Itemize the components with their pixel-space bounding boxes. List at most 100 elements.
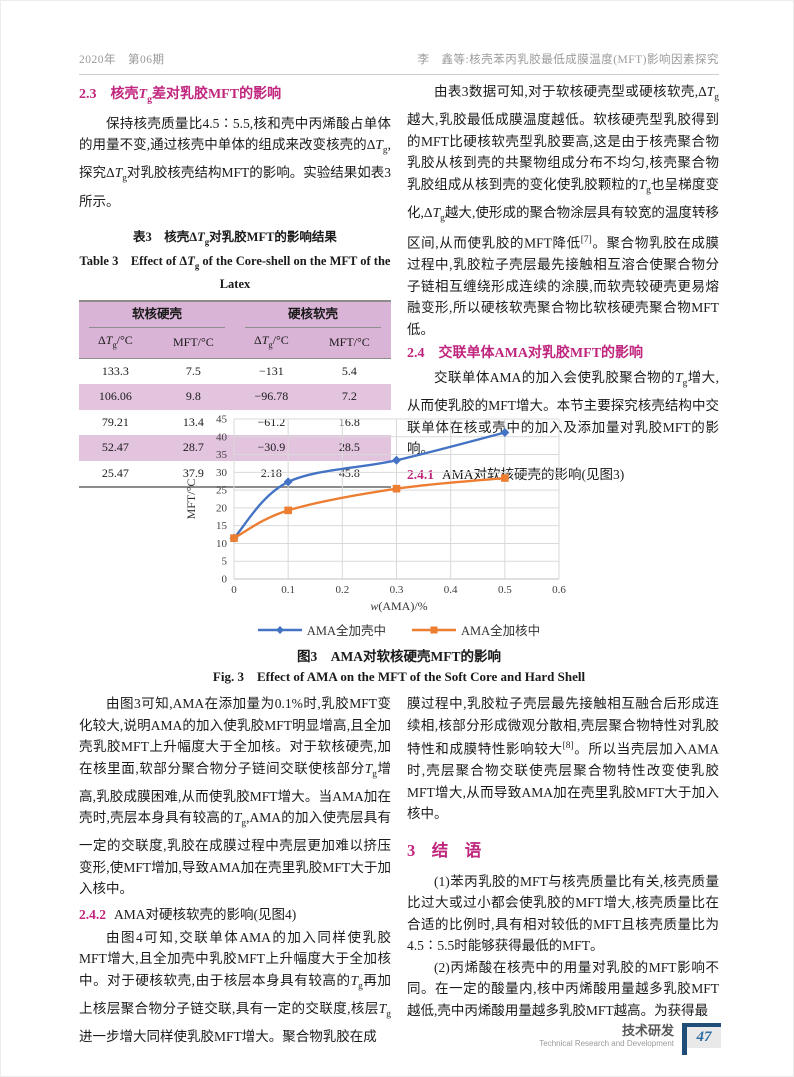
table-row: 106.06 9.8 −96.78 7.2 [79, 384, 391, 410]
y-axis-label: MFT/°C [184, 479, 198, 520]
table-cell: 7.5 [185, 363, 201, 378]
y-tick-label: 40 [216, 431, 228, 443]
table-cell: 79.21 [101, 414, 129, 429]
paragraph: (1)苯丙乳胶的MFT与核壳质量比有关,核壳质量比过大或过小都会使乳胶的MFT增… [407, 873, 719, 954]
page-footer: 技术研发 Technical Research and Development … [539, 1023, 721, 1055]
x-tick-label: 0 [231, 584, 237, 596]
section-text: AMA对软核硬壳的影响(见图3) [442, 466, 625, 482]
table-group-header-row: 软核硬壳 硬核软壳 [79, 300, 391, 328]
table-cell: 52.47 [79, 435, 152, 461]
data-point-square [230, 534, 238, 542]
figure-caption-zh: 图3 AMA对软核硬壳MFT的影响 [297, 649, 501, 664]
section-heading-2-4-1: 2.4.1 AMA对软核硬壳的影响(见图3) [407, 464, 719, 485]
group-header-soft-core: 软核硬壳 [79, 300, 235, 328]
flag-bar [682, 1023, 687, 1055]
tg-mft-table: 软核硬壳 硬核软壳 ΔTg/°C MFT/°C ΔTg/°C MFT/°C 13… [79, 300, 391, 489]
table-cell: −96.78 [234, 384, 308, 410]
data-point-square [284, 506, 292, 515]
legend-label: AMA全加壳中 [306, 624, 386, 638]
y-tick-label: 0 [222, 574, 228, 586]
series-line [233, 431, 506, 539]
header-running-title: 李 鑫等:核壳苯丙乳胶最低成膜温度(MFT)影响因素探究 [417, 54, 719, 66]
section-heading-2-3: 2.3 核壳Tg差对乳胶MFT的影响 [79, 87, 282, 105]
chart-x-axis-label: w(AMA)/% [370, 599, 428, 613]
table-column-header-row: ΔTg/°C MFT/°C ΔTg/°C MFT/°C [79, 327, 391, 359]
paragraph: 保持核壳质量比4.5∶5.5,核和壳中丙烯酸占单体的用量不变,通过核壳中单体的组… [79, 115, 391, 209]
figure-caption-en: Fig. 3 Effect of AMA on the MFT of the S… [212, 669, 586, 684]
data-point-diamond [392, 455, 401, 465]
x-tick-label: 0.4 [444, 584, 458, 596]
paragraph: (2)丙烯酸在核壳中的用量对乳胶的MFT影响不同。在一定的酸量内,核中丙烯酸用量… [407, 959, 719, 1018]
footer-label-zh: 技术研发 [621, 1023, 674, 1038]
x-tick-label: 0.3 [390, 584, 404, 596]
table-cell: 106.06 [79, 384, 152, 410]
y-tick-label: 5 [222, 556, 228, 568]
section-heading-2-4-2: 2.4.2 AMA对硬核软壳的影响(见图4) [79, 904, 391, 925]
figure-3: 0 5 10 15 20 25 30 35 40 45 0 0.1 0.2 0.3 0.4 0.5 0.6 MFT… [79, 411, 719, 685]
table-cell: 28.7 [151, 435, 235, 461]
data-point-diamond [500, 428, 510, 438]
page-number: 47 [687, 1023, 721, 1048]
footer-section-label: 技术研发 Technical Research and Development [539, 1023, 674, 1049]
table-cell: 9.8 [151, 384, 235, 410]
x-tick-label: 0.2 [335, 584, 349, 596]
table-cell: −30.9 [234, 435, 308, 461]
data-point-square [392, 484, 401, 493]
column-bottom-left: 由图3可知,AMA在添加量为0.1%时,乳胶MFT变化较大,说明AMA的加入使乳… [79, 693, 391, 1048]
chart-legend: AMA全加壳中 AMA全加核中 [79, 620, 719, 639]
paragraph: 由表3数据可知,对于软核硬壳型或硬核软壳,ΔTg越大,乳胶最低成膜温度越低。软核… [407, 84, 720, 337]
legend-marker-icon [412, 626, 456, 633]
paragraph: 由图4可知,交联单体AMA的加入同样使乳胶MFT增大,且全加壳中乳胶MFT上升幅… [79, 929, 391, 1045]
y-tick-label: 35 [216, 449, 228, 461]
table-cell: 5.4 [341, 363, 357, 378]
data-point-square [501, 474, 509, 482]
paragraph: 膜过程中,乳胶粒子壳层最先接触相互融合后形成连续相,核部分形成微观分散相,壳层聚… [407, 696, 719, 821]
table-title-zh: 表3 核壳ΔTg对乳胶MFT的影响结果 [133, 230, 337, 247]
mft-line-chart: 0 5 10 15 20 25 30 35 40 45 0 0.1 0.2 0.3 0.4 0.5 0.6 MFT… [184, 414, 566, 597]
table-title-en: Table 3 Effect of ΔTg of the Core-shell … [79, 253, 391, 292]
y-tick-label: 45 [216, 414, 228, 426]
col-header: MFT/°C [307, 327, 391, 359]
section-text: AMA对硬核软壳的影响(见图4) [114, 906, 297, 922]
table-cell: 7.2 [307, 384, 391, 410]
legend-marker-icon [257, 625, 302, 634]
table-cell: 25.47 [79, 461, 152, 489]
section-number: 2.4.1 [407, 466, 434, 482]
page-number-flag: 47 [682, 1023, 721, 1055]
table-cell: −131 [259, 363, 284, 378]
legend-label: AMA全加核中 [461, 624, 541, 638]
y-tick-label: 25 [216, 485, 228, 497]
paragraph: 交联单体AMA的加入会使乳胶聚合物的Tg增大,从而使乳胶的MFT增大。本节主要探… [407, 370, 719, 457]
table-title: 表3 核壳ΔTg对乳胶MFT的影响结果 Table 3 Effect of ΔT… [79, 228, 391, 294]
header-issue: 2020年 第06期 [79, 54, 165, 66]
page-header: 2020年 第06期 李 鑫等:核壳苯丙乳胶最低成膜温度(MFT)影响因素探究 [79, 51, 719, 75]
column-bottom-right: 膜过程中,乳胶粒子壳层最先接触相互融合后形成连续相,核部分形成微观分散相,壳层聚… [407, 693, 719, 1021]
legend-item: AMA全加核中 [412, 620, 540, 639]
paragraph: 由图3可知,AMA在添加量为0.1%时,乳胶MFT变化较大,说明AMA的加入使乳… [79, 696, 392, 897]
table-row: 133.3 7.5 −131 5.4 [79, 359, 391, 385]
table-cell: 28.5 [307, 435, 391, 461]
table-row: 52.47 28.7 −30.9 28.5 [79, 435, 391, 461]
table-row: 25.47 37.9 2.18 45.8 [79, 461, 391, 489]
y-tick-label: 30 [216, 467, 228, 479]
col-header: MFT/°C [151, 327, 235, 359]
footer-label-en: Technical Research and Development [539, 1039, 674, 1048]
section-number: 2.4.2 [79, 906, 106, 922]
section-heading-3: 3 结 语 [407, 840, 482, 860]
group-header-hard-core: 硬核软壳 [234, 300, 391, 328]
legend-item: AMA全加壳中 [257, 620, 386, 639]
column-top-right: 由表3数据可知,对于软核硬壳型或硬核软壳,ΔTg越大,乳胶最低成膜温度越低。软核… [407, 81, 719, 487]
y-tick-label: 15 [216, 520, 228, 532]
table-cell: 37.9 [151, 461, 235, 489]
data-point-diamond [283, 477, 293, 487]
table-cell: 133.3 [101, 363, 129, 378]
col-header: ΔTg/°C [234, 327, 308, 359]
y-tick-label: 10 [216, 538, 228, 550]
table-cell: 16.8 [338, 414, 360, 429]
column-top-left: 2.3 核壳Tg差对乳胶MFT的影响 保持核壳质量比4.5∶5.5,核和壳中丙烯… [79, 81, 391, 489]
x-tick-label: 0.5 [498, 584, 512, 596]
series-line [233, 476, 505, 540]
table-row: 79.21 13.4 −61.2 16.8 [79, 410, 391, 436]
section-heading-2-4: 2.4 交联单体AMA对乳胶MFT的影响 [407, 346, 644, 362]
